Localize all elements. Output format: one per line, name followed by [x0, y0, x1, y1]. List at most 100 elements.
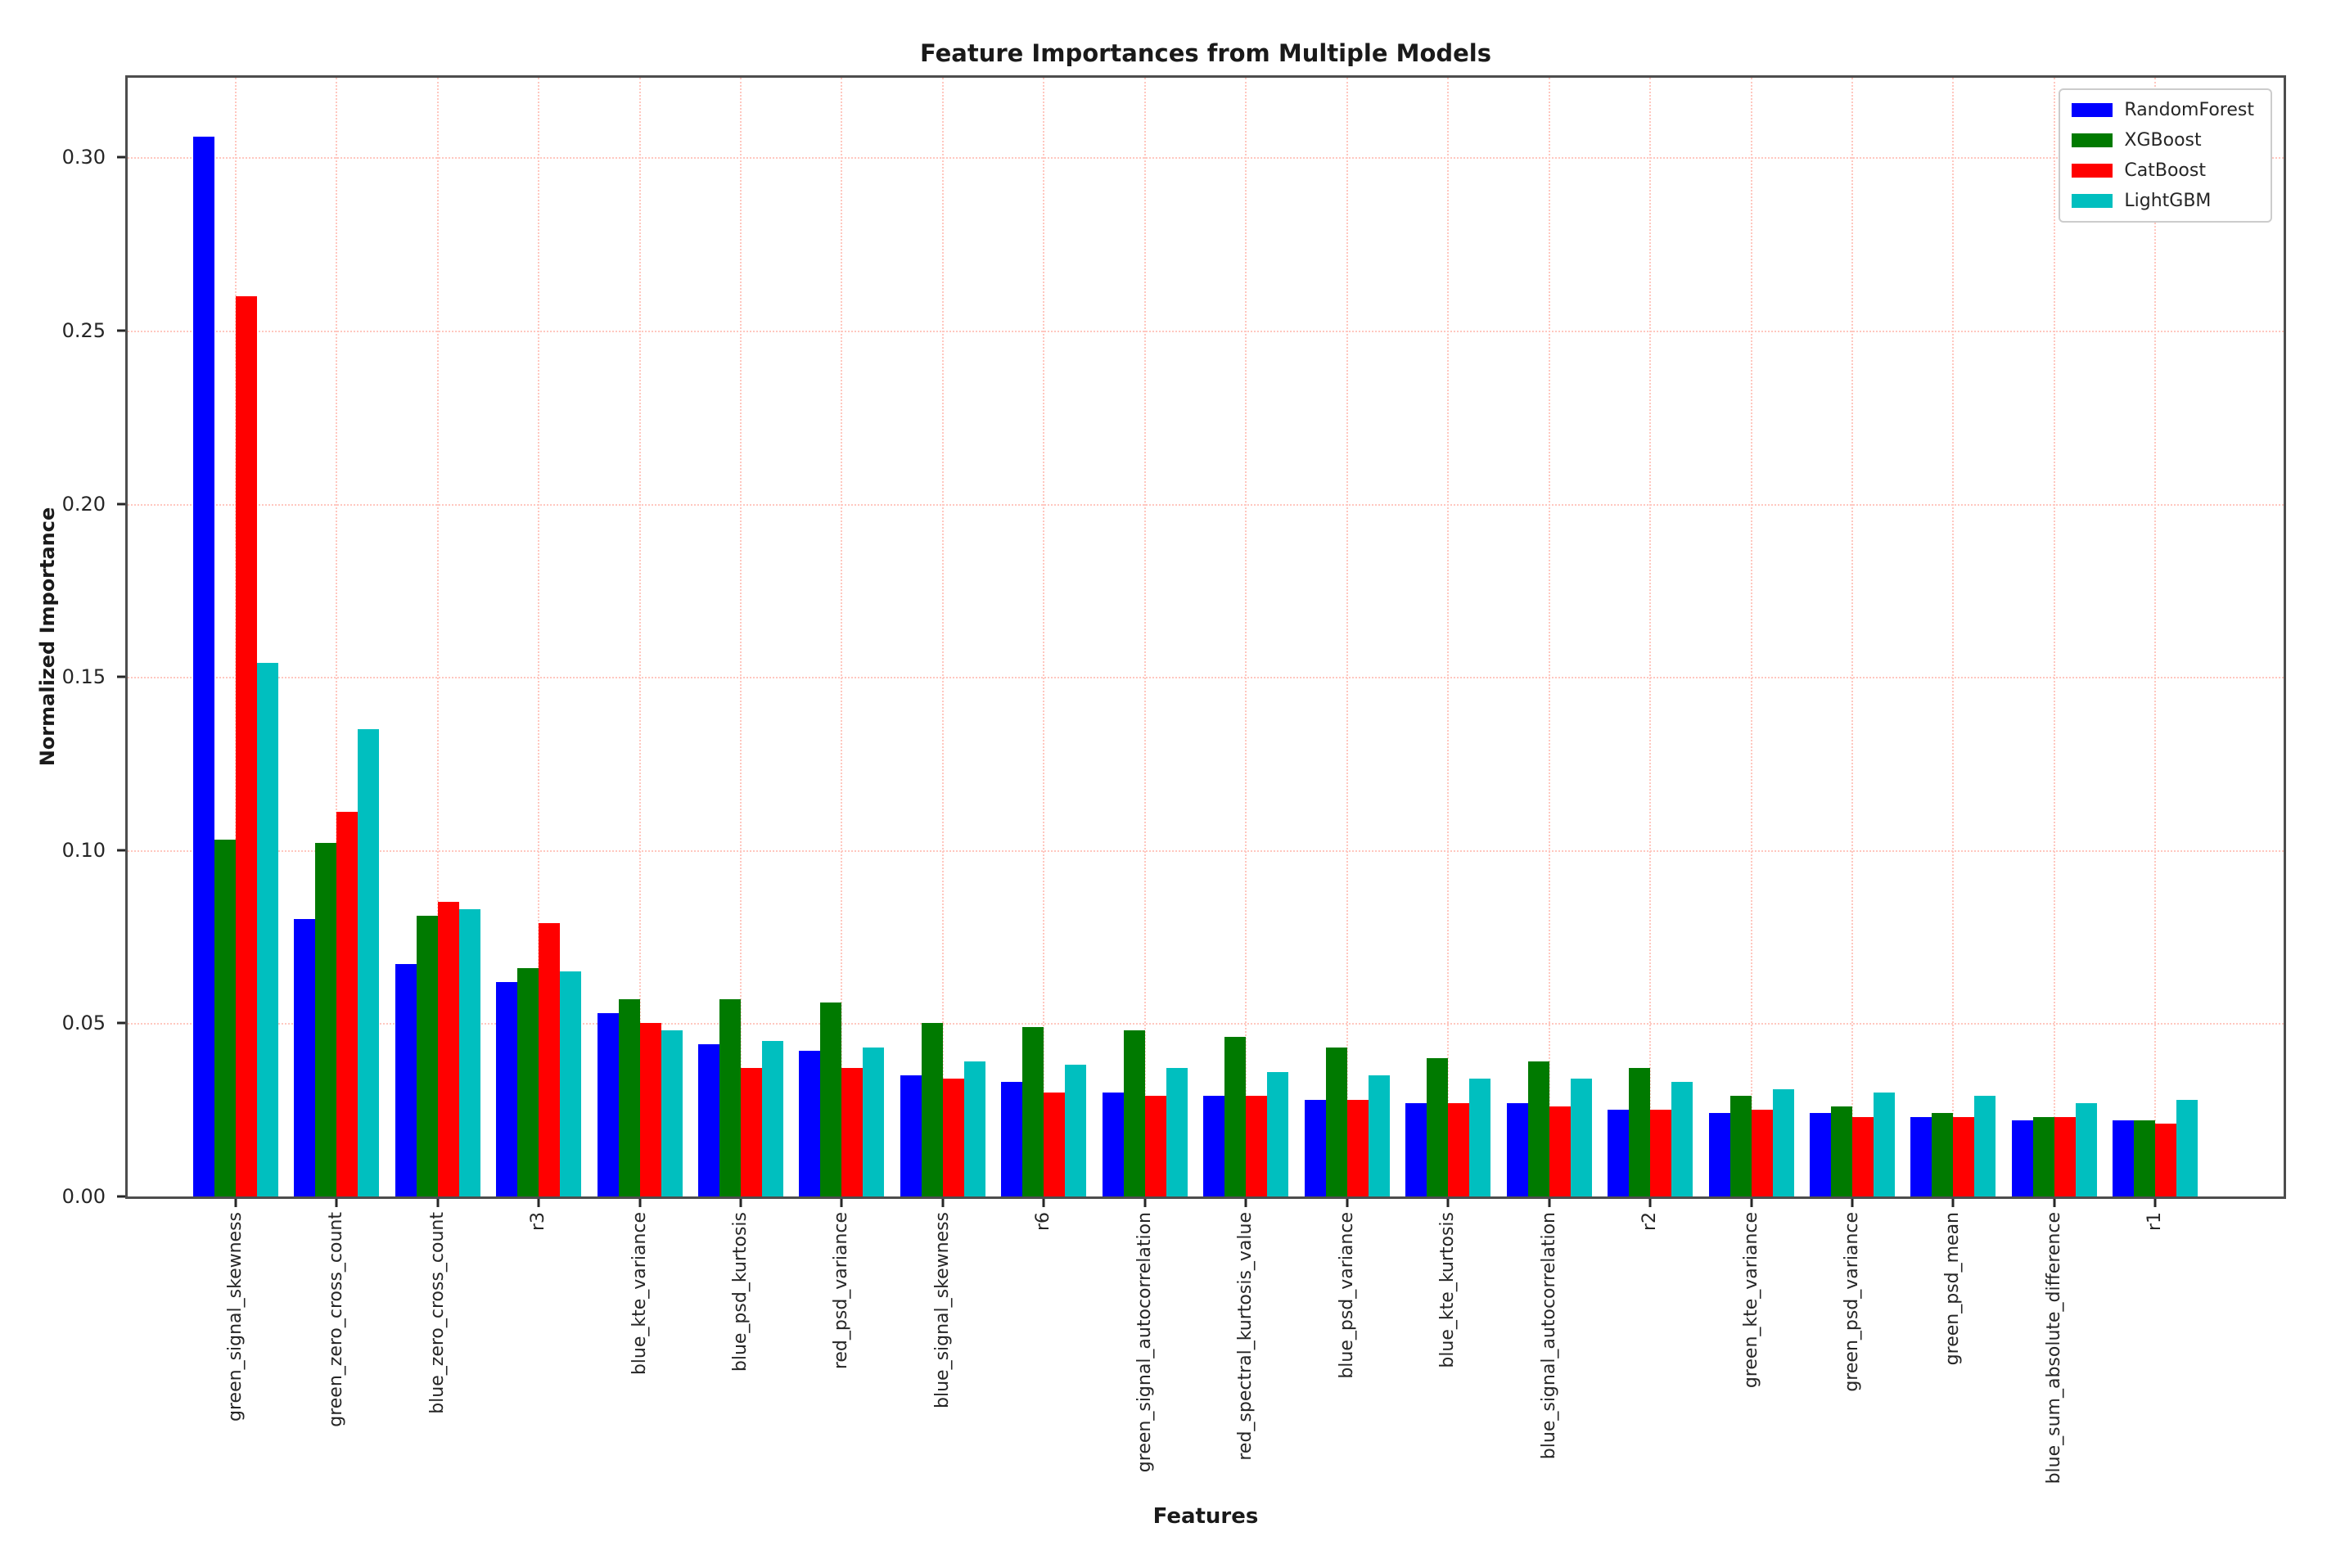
x-gridline	[941, 78, 944, 1196]
bar-catboost	[740, 1068, 762, 1196]
bars-cluster	[496, 78, 582, 1196]
x-tick-mark	[1951, 1199, 1955, 1207]
x-tick-label: r6	[1033, 1212, 1054, 1232]
bar-randomforest	[900, 1075, 922, 1196]
x-tick-mark	[638, 1199, 642, 1207]
x-tick-mark	[739, 1199, 742, 1207]
bar-xgboost	[416, 916, 438, 1196]
bar-randomforest	[496, 981, 518, 1196]
x-tick-label: blue_kte_variance	[629, 1212, 650, 1376]
bar-catboost	[1346, 1099, 1369, 1196]
y-gridline	[128, 849, 2284, 852]
bar-xgboost	[315, 843, 337, 1196]
x-tick-mark	[2053, 1199, 2056, 1207]
bar-xgboost	[1224, 1037, 1247, 1196]
bar-xgboost	[921, 1023, 943, 1196]
x-tick-label: blue_signal_autocorrelation	[1538, 1212, 1559, 1460]
bar-group: r3	[488, 78, 589, 1231]
x-tick-mark	[335, 1199, 338, 1207]
x-tick-label: blue_psd_variance	[1336, 1212, 1357, 1379]
bar-group: green_signal_autocorrelation	[1094, 78, 1195, 1472]
legend-item-xgboost: XGBoost	[2072, 130, 2254, 151]
y-tick-label: 0.25	[61, 318, 106, 342]
x-gridline	[1245, 78, 1247, 1196]
bar-catboost	[2054, 1116, 2076, 1196]
bar-group: blue_psd_kurtosis	[690, 78, 791, 1372]
bar-group: red_psd_variance	[791, 78, 892, 1369]
x-tick-mark	[1346, 1199, 1349, 1207]
bar-randomforest	[1405, 1102, 1427, 1196]
bar-xgboost	[618, 998, 640, 1196]
x-tick-label: r3	[527, 1212, 548, 1232]
bars-cluster	[1001, 78, 1087, 1196]
x-tick-label-anchor: green_signal_autocorrelation	[1134, 1212, 1155, 1472]
bar-group: blue_psd_variance	[1297, 78, 1397, 1379]
bar-randomforest	[1708, 1113, 1730, 1196]
bar-xgboost	[517, 967, 539, 1196]
bar-group: green_psd_variance	[1802, 78, 1902, 1392]
bar-lightgbm	[256, 663, 278, 1196]
y-gridline	[128, 1023, 2284, 1025]
bar-xgboost	[1325, 1048, 1347, 1196]
x-gridline	[1851, 78, 1853, 1196]
x-tick-label-anchor: green_signal_skewness	[225, 1212, 246, 1422]
x-gridline	[638, 78, 641, 1196]
bar-lightgbm	[1974, 1096, 1996, 1196]
y-gridline	[128, 157, 2284, 160]
bar-lightgbm	[1570, 1079, 1592, 1196]
x-tick-mark	[2153, 1199, 2157, 1207]
legend-swatch-icon	[2072, 164, 2113, 178]
legend-swatch-icon	[2072, 133, 2113, 147]
bar-catboost	[336, 812, 359, 1196]
bar-lightgbm	[458, 908, 480, 1196]
x-tick-mark	[1446, 1199, 1450, 1207]
legend-swatch-icon	[2072, 103, 2113, 117]
bar-xgboost	[1729, 1096, 1752, 1196]
x-tick-label-anchor: r3	[527, 1212, 548, 1232]
legend-label: CatBoost	[2124, 160, 2206, 181]
x-gridline	[1346, 78, 1348, 1196]
y-tick-label: 0.10	[61, 838, 106, 862]
bar-xgboost	[1123, 1030, 1145, 1196]
bar-catboost	[1851, 1116, 1874, 1196]
bars-cluster	[799, 78, 885, 1196]
bar-lightgbm	[1469, 1079, 1491, 1196]
bar-lightgbm	[1671, 1082, 1693, 1196]
x-tick-label: green_psd_variance	[1841, 1212, 1862, 1392]
x-tick-label-anchor: red_spectral_kurtosis_value	[1235, 1212, 1256, 1461]
x-gridline	[1143, 78, 1146, 1196]
x-tick-mark	[941, 1199, 945, 1207]
bars-cluster	[1203, 78, 1289, 1196]
bar-group: blue_signal_autocorrelation	[1499, 78, 1599, 1459]
bars-cluster	[1809, 78, 1895, 1196]
y-tick-mark	[117, 1195, 125, 1198]
bars-cluster	[697, 78, 783, 1196]
x-tick-label: blue_zero_cross_count	[426, 1212, 448, 1414]
x-gridline	[1447, 78, 1450, 1196]
x-tick-label-anchor: blue_sum_absolute_difference	[2044, 1212, 2064, 1484]
bar-catboost	[235, 295, 257, 1196]
bar-catboost	[2155, 1124, 2177, 1196]
x-tick-label: red_spectral_kurtosis_value	[1235, 1212, 1256, 1461]
bars-cluster	[597, 78, 683, 1196]
x-tick-label: r1	[2144, 1212, 2166, 1232]
y-tick-mark	[117, 502, 125, 506]
legend-label: RandomForest	[2124, 100, 2254, 120]
y-tick-mark	[117, 155, 125, 159]
x-tick-label-anchor: r1	[2144, 1212, 2166, 1232]
x-tick-mark	[1750, 1199, 1753, 1207]
bar-group: green_psd_mean	[1903, 78, 2004, 1365]
y-tick-mark	[117, 849, 125, 852]
y-tick-label: 0.05	[61, 1012, 106, 1035]
bars-cluster	[395, 78, 480, 1196]
x-gridline	[1649, 78, 1652, 1196]
bar-randomforest	[1809, 1113, 1831, 1196]
bar-lightgbm	[1873, 1093, 1895, 1196]
bar-lightgbm	[1772, 1088, 1794, 1196]
bar-randomforest	[192, 136, 214, 1196]
x-tick-label-anchor: blue_signal_autocorrelation	[1538, 1212, 1559, 1460]
bars-cluster	[1910, 78, 1996, 1196]
x-tick-mark	[436, 1199, 440, 1207]
bar-xgboost	[1022, 1026, 1044, 1196]
